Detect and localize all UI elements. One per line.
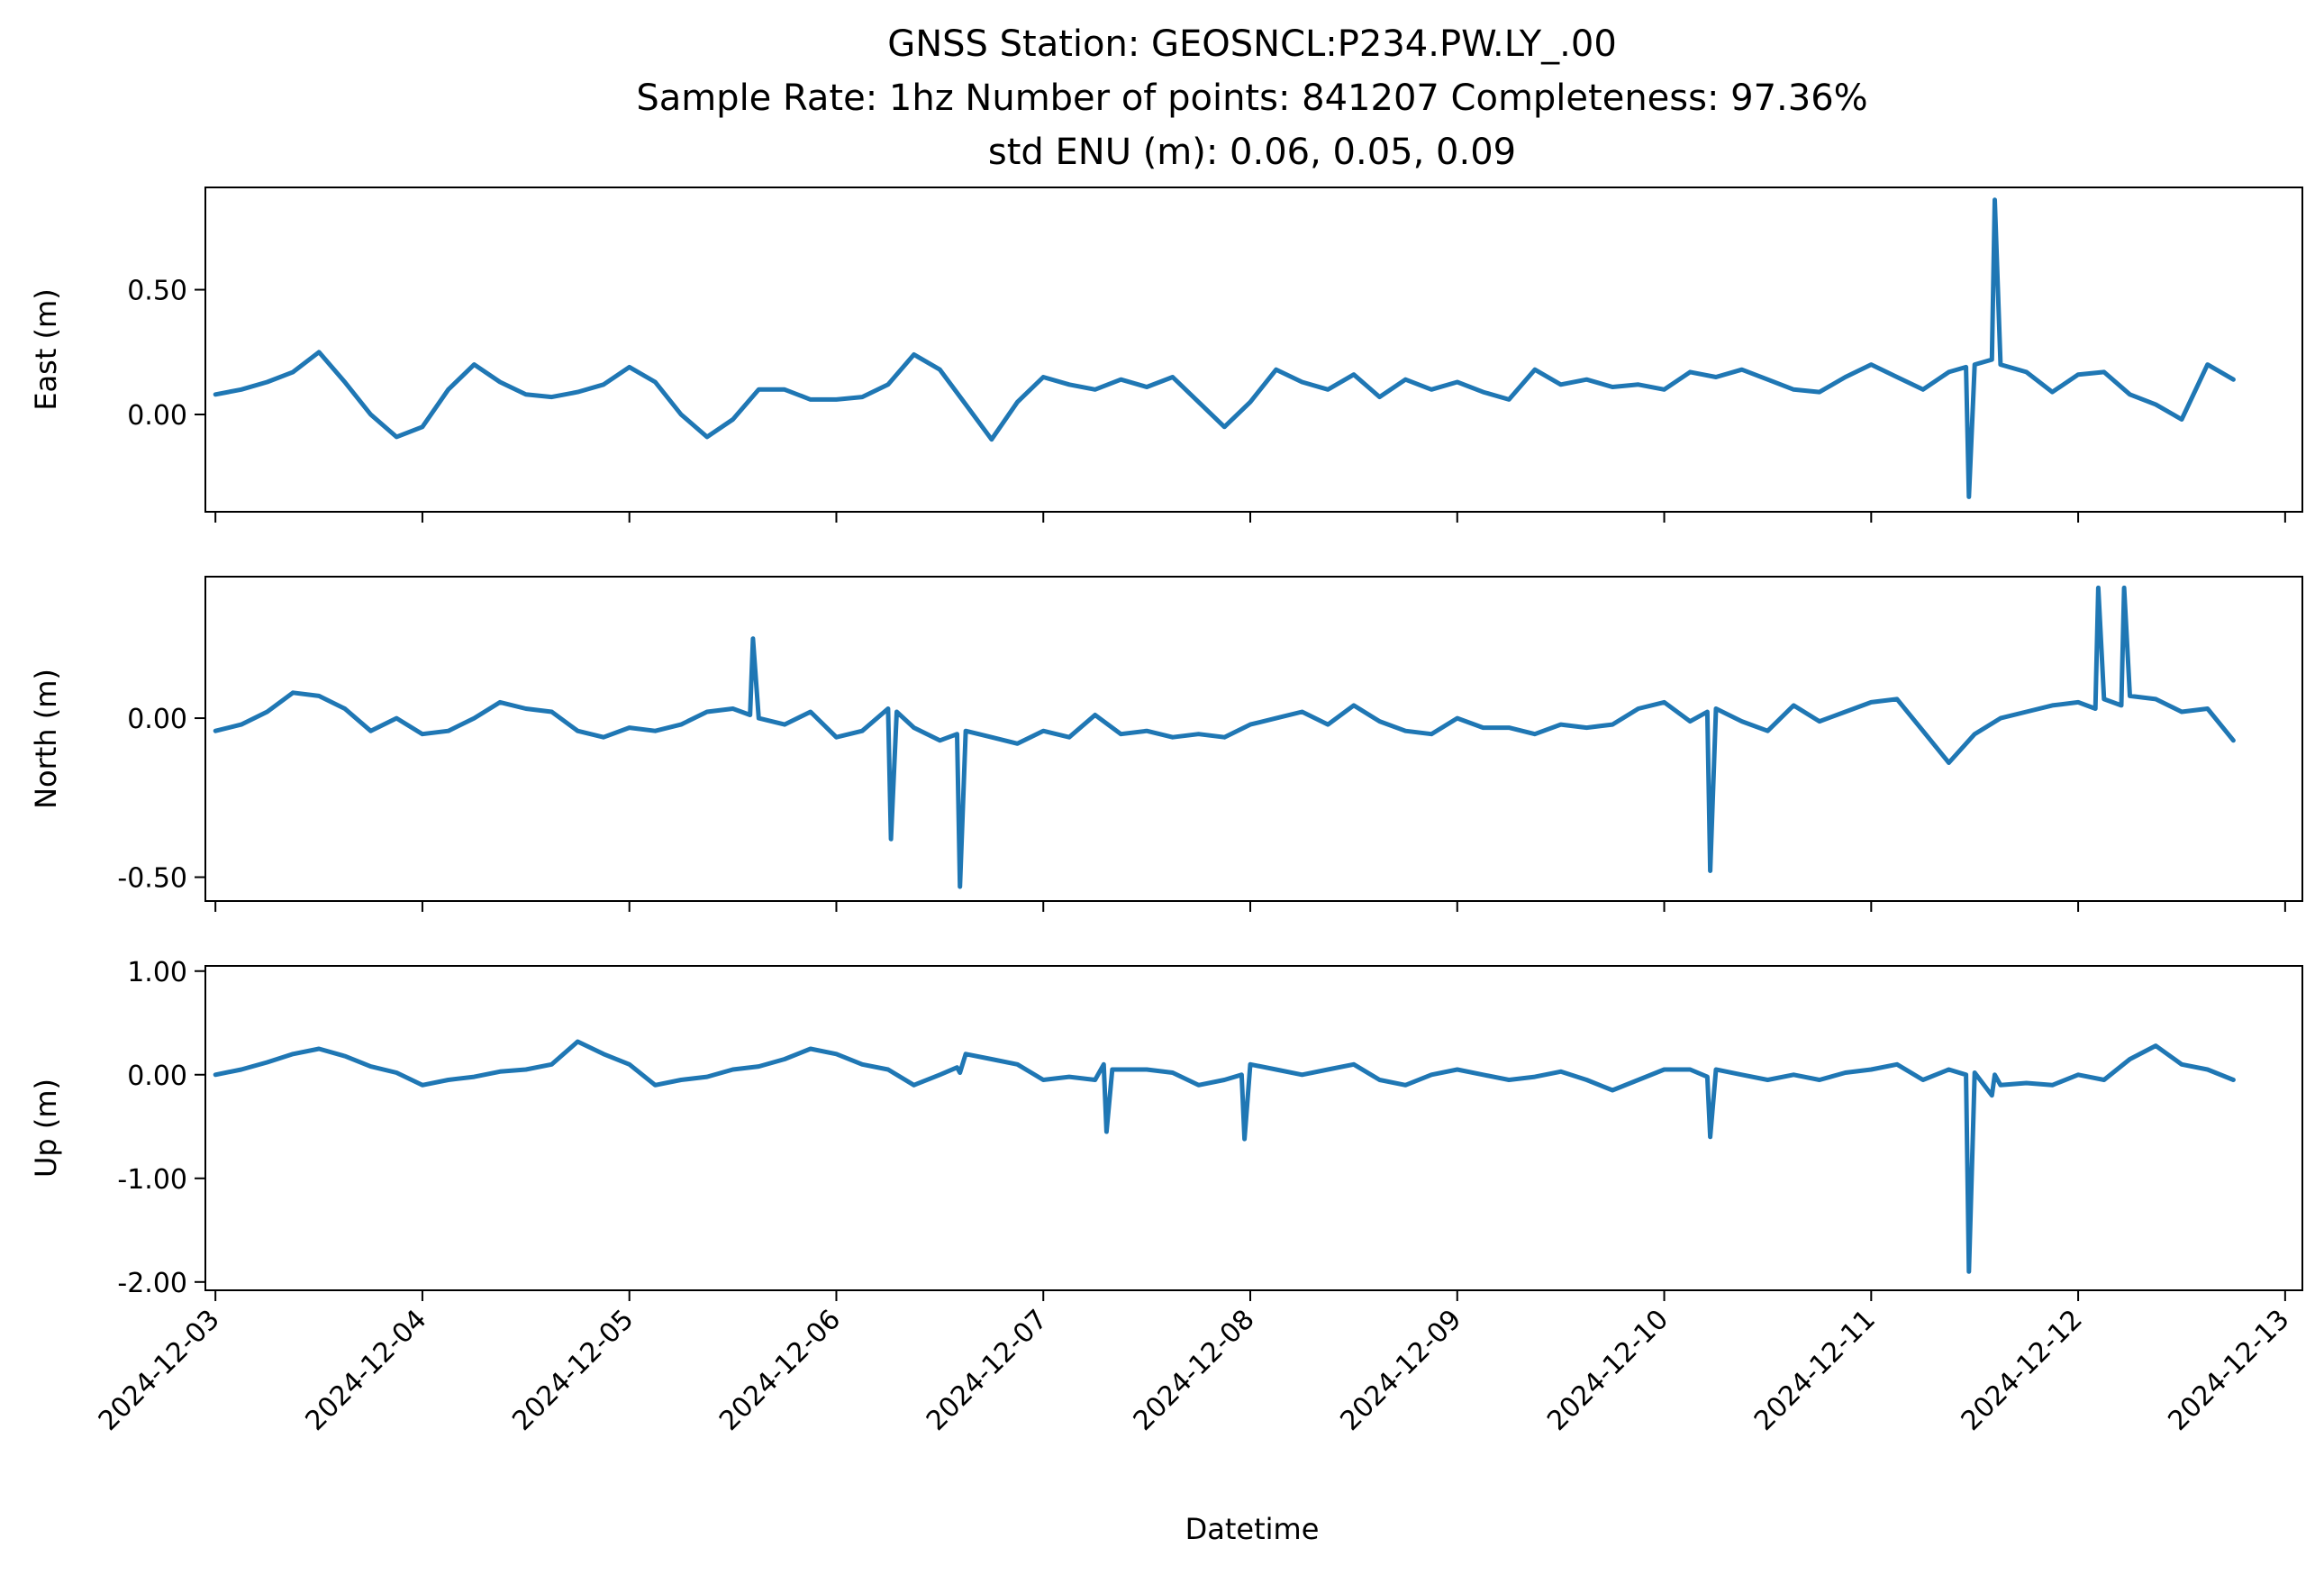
north-series-line xyxy=(213,585,2236,889)
title-line-3: std ENU (m): 0.06, 0.05, 0.09 xyxy=(988,132,1516,173)
up-y-tick-label: -2.00 xyxy=(117,1268,187,1299)
up-y-tick-label: -1.00 xyxy=(117,1164,187,1196)
east-panel: 0.50 0.00 East (m) xyxy=(29,187,2303,523)
east-y-tick-label: 0.00 xyxy=(127,400,187,432)
east-y-tick-label: 0.50 xyxy=(127,276,187,307)
east-series-line xyxy=(213,197,2236,499)
north-panel: 0.00 -0.50 North (m) xyxy=(29,576,2303,912)
east-y-axis-label: East (m) xyxy=(29,288,63,410)
east-axes-frame xyxy=(204,187,2303,513)
x-axis-label: Datetime xyxy=(1185,1512,1320,1546)
up-panel: 1.00 0.00 -1.00 -2.00 Up (m) xyxy=(29,957,2303,1301)
title-line-2: Sample Rate: 1hz Number of points: 84120… xyxy=(636,77,1867,119)
up-series-line xyxy=(213,1039,2236,1274)
north-y-axis-label: North (m) xyxy=(29,669,63,809)
up-y-tick-label: 0.00 xyxy=(127,1061,187,1092)
up-axes-frame xyxy=(204,965,2303,1291)
north-axes-frame xyxy=(204,576,2303,902)
up-y-tick-label: 1.00 xyxy=(127,957,187,988)
north-y-tick-label: -0.50 xyxy=(117,863,187,895)
up-y-axis-label: Up (m) xyxy=(29,1079,63,1178)
title-line-1: GNSS Station: GEOSNCL:P234.PW.LY_.00 xyxy=(887,23,1617,65)
north-y-tick-label: 0.00 xyxy=(127,704,187,735)
